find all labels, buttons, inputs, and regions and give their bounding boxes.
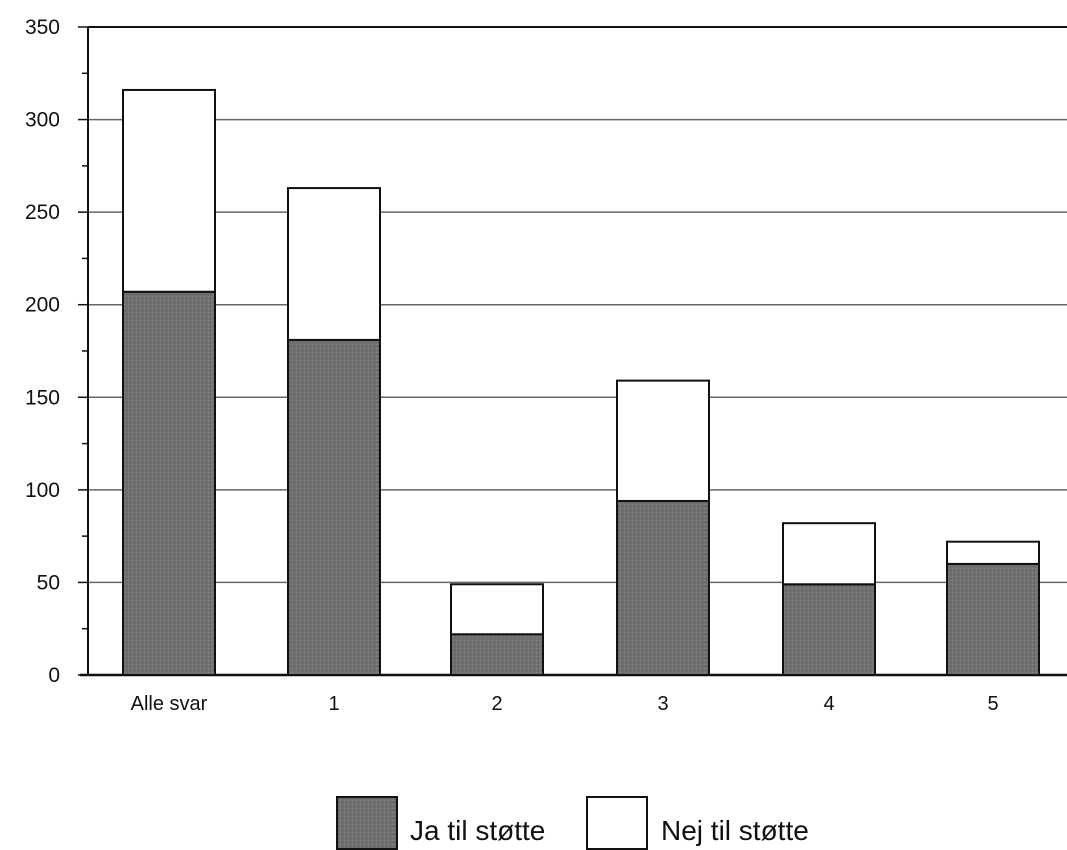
y-tick-label: 250 [25,201,60,224]
bar-nej-til-stotte-5 [782,522,876,586]
x-tick-label: 5 [987,693,998,715]
bar-ja-til-stotte-5 [782,583,876,677]
bar-ja-til-stotte-2 [287,338,381,676]
y-tick-label: 350 [25,16,60,39]
y-tick-label: 50 [37,571,60,594]
bar-ja-til-stotte-1 [122,290,216,676]
x-tick-label: 2 [491,693,502,715]
x-tick-label: 3 [657,693,668,715]
y-tick-label: 100 [25,479,60,502]
bar-nej-til-stotte-6 [946,540,1040,565]
y-axis-ticks: 0 50 100 150 200 250 300 350 [25,16,88,687]
bar-nej-til-stotte-4 [616,379,710,502]
legend-label-ja: Ja til støtte [410,815,545,846]
y-tick-label: 0 [48,664,60,687]
bar-nej-til-stotte-3 [450,583,544,636]
bar-ja-til-stotte-4 [616,499,710,677]
legend-swatch-nej [586,796,648,850]
y-tick-label: 150 [25,386,60,409]
axes [80,27,1067,677]
y-tick-label: 200 [25,294,60,317]
bar-ja-til-stotte-3 [450,633,544,676]
y-tick-label: 300 [25,109,60,132]
bar-ja-til-stotte-6 [946,562,1040,677]
bar-nej-til-stotte-2 [287,187,381,341]
legend: Ja til støtte Nej til støtte [336,796,809,850]
x-tick-label: Alle svar [131,693,208,715]
legend-label-nej: Nej til støtte [661,815,809,846]
gridlines [88,26,1067,584]
x-tick-label: 1 [328,693,339,715]
bars [122,88,1040,677]
bar-nej-til-stotte-1 [122,88,216,293]
x-axis-labels: Alle svar 1 2 3 4 5 [131,693,999,715]
legend-swatch-ja [336,796,398,850]
x-tick-label: 4 [823,693,834,715]
